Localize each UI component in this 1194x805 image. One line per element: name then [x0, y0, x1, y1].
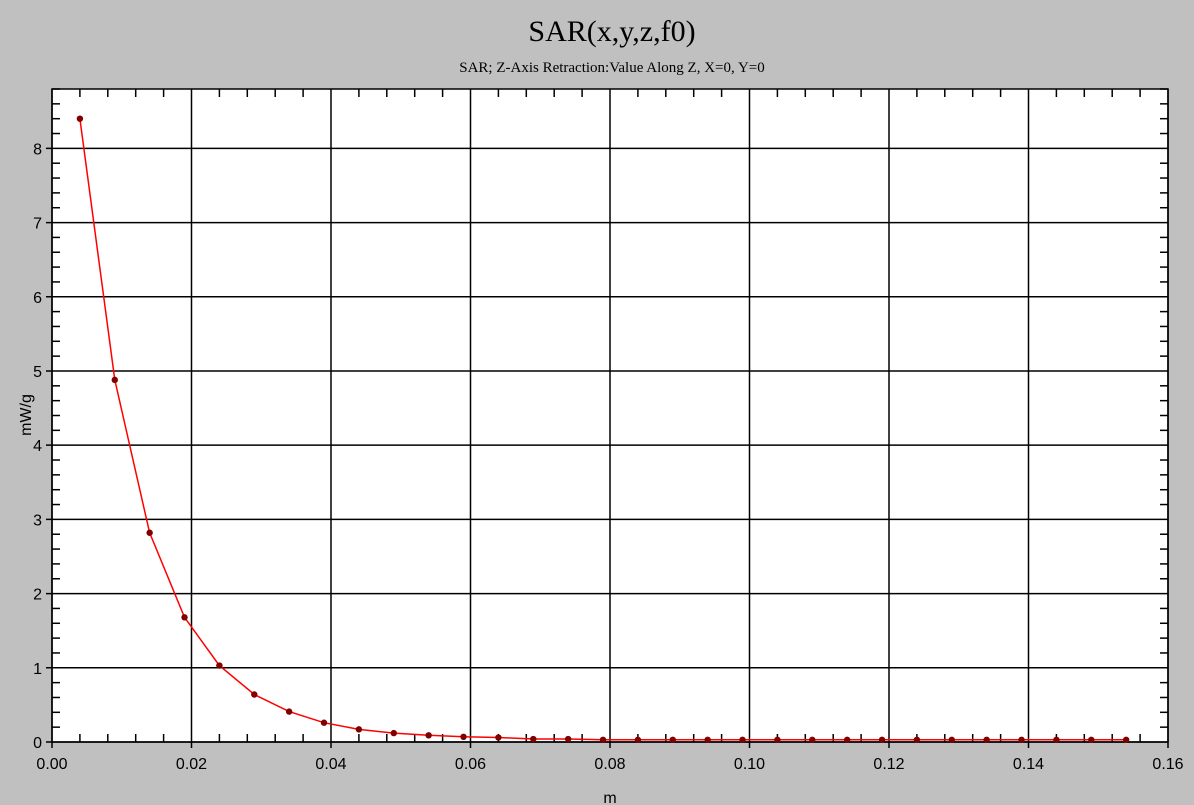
data-point: [948, 736, 955, 743]
data-point: [495, 734, 502, 741]
data-point: [1122, 736, 1130, 743]
data-point: [564, 735, 572, 743]
data-point: [669, 736, 676, 743]
data-point: [285, 708, 293, 715]
x-axis-label: m: [603, 790, 616, 805]
data-point: [1053, 736, 1060, 743]
data-point: [774, 736, 781, 743]
y-tick-label: 0: [33, 735, 42, 752]
data-point: [146, 529, 153, 536]
y-tick-label: 7: [33, 216, 42, 233]
x-tick-labels: 0.00 0.02 0.04 0.06 0.08 0.10 0.12 0.14 0.16: [36, 756, 1183, 773]
data-point: [809, 736, 816, 743]
y-tick-label: 1: [33, 661, 42, 678]
y-tick-label: 6: [33, 290, 42, 307]
y-tick-label: 3: [33, 512, 42, 529]
data-point: [878, 736, 886, 743]
y-tick-labels: 0 1 2 3 4 5 6 7 8: [33, 141, 42, 752]
data-series: [76, 115, 1130, 743]
x-tick-label: 0.14: [1013, 756, 1044, 773]
chart-title: SAR(x,y,z,f0): [528, 15, 695, 48]
data-point: [111, 376, 118, 384]
x-tick-label: 0.04: [315, 756, 346, 773]
data-point: [251, 691, 258, 698]
data-point: [983, 736, 990, 743]
y-tick-label: 5: [33, 364, 42, 381]
data-point: [913, 736, 921, 743]
y-tick-label: 2: [33, 587, 42, 604]
data-point: [425, 732, 432, 739]
data-point: [634, 736, 642, 743]
data-point: [530, 735, 537, 743]
data-point: [843, 736, 851, 743]
y-axis-label: mW/g: [18, 394, 35, 436]
x-tick-label: 0.02: [176, 756, 207, 773]
x-tick-label: 0.12: [873, 756, 904, 773]
x-tick-label: 0.16: [1152, 756, 1183, 773]
data-point: [390, 729, 397, 737]
data-point: [460, 733, 467, 741]
data-point: [1018, 736, 1025, 743]
y-tick-label: 4: [33, 438, 42, 455]
chart-subtitle: SAR; Z-Axis Retraction:Value Along Z, X=…: [459, 60, 765, 76]
data-point: [355, 726, 363, 733]
x-tick-label: 0.00: [36, 756, 67, 773]
data-point: [704, 736, 711, 743]
data-point: [216, 662, 223, 669]
data-point: [320, 719, 328, 726]
data-point: [181, 614, 188, 621]
data-point: [739, 736, 746, 743]
minor-ticks: [52, 88, 1168, 742]
x-tick-label: 0.08: [594, 756, 625, 773]
y-tick-label: 8: [33, 141, 42, 158]
x-tick-label: 0.10: [734, 756, 765, 773]
data-point: [1088, 736, 1095, 743]
data-point: [76, 115, 84, 122]
data-point: [599, 736, 607, 743]
x-tick-label: 0.06: [455, 756, 486, 773]
